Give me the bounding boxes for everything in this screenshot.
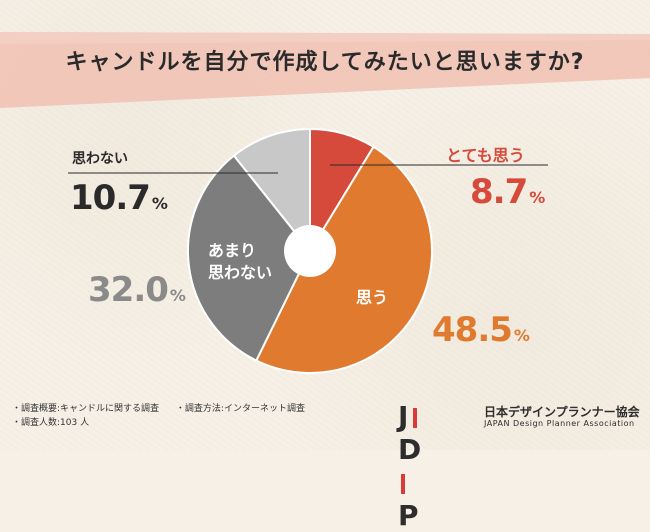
inside-label-yes: 思う xyxy=(356,288,389,307)
inside-label-not-much-line2: 思わない xyxy=(208,263,273,282)
logo-name-ja: 日本デザインプランナー協会 xyxy=(484,405,640,419)
chart-title: キャンドルを自分で作成してみたいと思いますか? xyxy=(65,50,585,75)
logo-mark: JDP xyxy=(398,400,424,532)
notes-row-2: ・調査人数:103 人 xyxy=(12,416,319,430)
pct-not-much: 32.0% xyxy=(88,270,186,310)
notes-row-1: ・調査概要:キャンドルに関する調査 ・調査方法:インターネット調査 xyxy=(12,402,319,416)
donut-hole xyxy=(284,225,336,277)
inside-label-not-much-line1: あまり xyxy=(208,241,257,260)
pct-very-much: 8.7% xyxy=(470,172,545,212)
pct-yes: 48.5% xyxy=(432,310,530,350)
survey-notes: ・調査概要:キャンドルに関する調査 ・調査方法:インターネット調査 ・調査人数:… xyxy=(12,402,319,430)
pie-chart xyxy=(68,127,548,374)
logo-name-en: JAPAN Design Planner Association xyxy=(484,419,635,428)
label-no: 思わない xyxy=(72,151,128,167)
inside-label-not-much: あまり 思わない xyxy=(208,240,272,284)
pct-no: 10.7% xyxy=(70,178,168,218)
title-banner xyxy=(0,32,650,108)
slice-not-much xyxy=(187,154,312,362)
survey-summary: ・調査概要:キャンドルに関する調査 xyxy=(12,404,160,414)
survey-method: ・調査方法:インターネット調査 xyxy=(175,404,305,414)
label-very-much: とても思う xyxy=(446,146,525,165)
slice-no xyxy=(232,127,311,254)
slice-yes xyxy=(254,145,433,374)
survey-respondents: ・調査人数:103 人 xyxy=(12,418,90,428)
